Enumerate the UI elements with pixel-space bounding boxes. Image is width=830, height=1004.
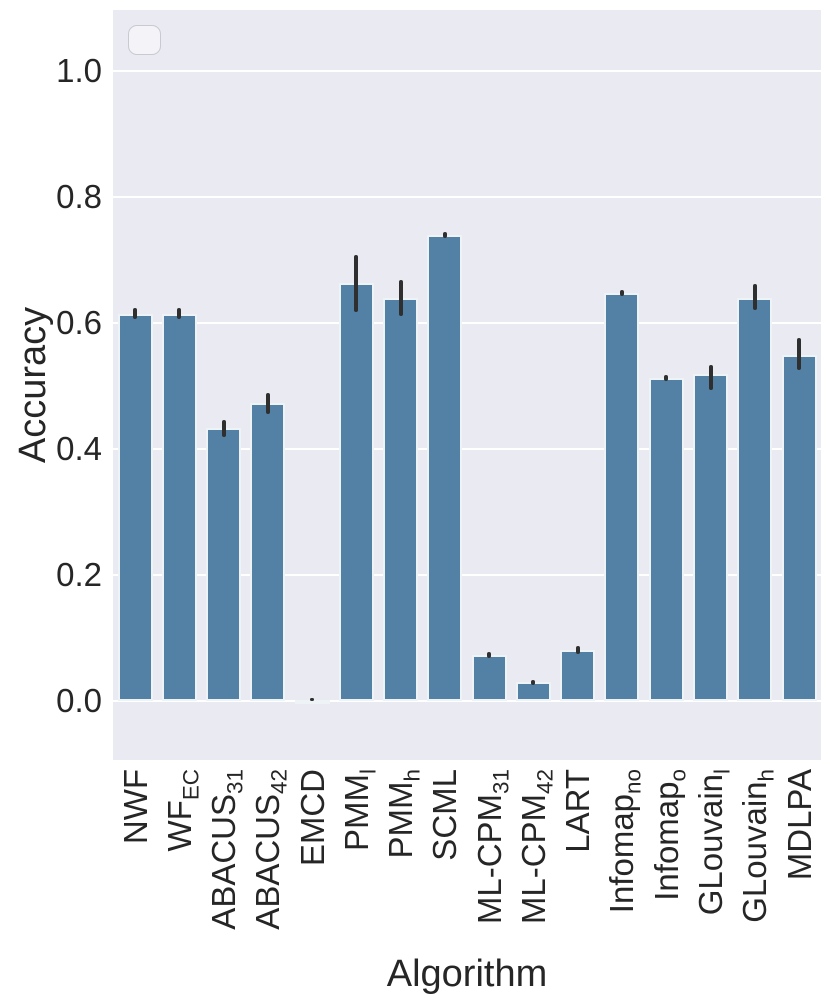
x-tick-label: GLouvainh — [736, 769, 779, 923]
y-tick-label: 0.0 — [56, 682, 102, 719]
error-bar — [221, 420, 226, 438]
error-bar — [575, 646, 580, 654]
gridline — [113, 321, 821, 325]
bar — [693, 374, 728, 701]
x-tick-label: Infomapno — [603, 769, 647, 914]
error-bar — [531, 679, 536, 685]
x-tick-label: PMMh — [382, 769, 425, 859]
y-tick-label: 0.2 — [56, 556, 102, 593]
bar — [515, 682, 551, 701]
x-tick-label: ABACUS42 — [249, 769, 292, 930]
x-tick-label: WFEC — [160, 769, 204, 852]
bar — [427, 234, 463, 701]
x-tick-label: SCML — [426, 769, 464, 861]
error-bar — [398, 280, 403, 317]
y-tick-label: 0.6 — [56, 304, 102, 341]
bar — [737, 297, 773, 701]
y-tick-label: 0.8 — [56, 178, 102, 215]
gridline — [113, 573, 821, 577]
gridline — [113, 69, 821, 73]
bar — [338, 283, 374, 701]
y-tick-label: 1.0 — [56, 52, 102, 89]
x-tick-label: Infomapo — [647, 769, 691, 901]
bar — [383, 297, 419, 701]
bar — [604, 292, 640, 701]
x-axis-label: Algorithm — [386, 953, 548, 995]
x-tick-label: MDLPA — [780, 769, 818, 881]
y-tick-label: 0.4 — [56, 430, 102, 467]
error-bar — [310, 697, 315, 701]
error-bar — [664, 375, 669, 381]
error-bar — [708, 365, 713, 390]
x-tick-label: ABACUS31 — [205, 769, 248, 930]
error-bar — [133, 307, 137, 319]
error-bar — [354, 254, 359, 313]
bar — [161, 313, 197, 701]
error-bar — [619, 290, 624, 296]
x-tick-label: GLouvainl — [692, 769, 735, 916]
gridline — [113, 195, 821, 199]
x-tick-label: ML-CPM31 — [470, 769, 514, 925]
error-bar — [265, 392, 270, 414]
error-bar — [752, 283, 757, 311]
x-tick-label: NWF — [116, 769, 154, 845]
legend-box — [128, 25, 161, 55]
bar — [471, 655, 507, 701]
bar — [117, 313, 153, 701]
error-bar — [442, 231, 447, 238]
x-tick-label: ML-CPM42 — [514, 769, 558, 925]
gridline — [113, 447, 821, 451]
x-tick-label: EMCD — [293, 769, 331, 867]
bar — [560, 649, 596, 701]
x-tick-label: LART — [559, 769, 597, 853]
bar — [206, 428, 242, 701]
bar — [250, 403, 286, 701]
error-bar — [797, 338, 802, 371]
x-tick-label: PMMl — [337, 769, 381, 851]
gridline — [113, 699, 821, 703]
error-bar — [487, 651, 492, 659]
bar — [781, 355, 817, 701]
error-bar — [177, 307, 182, 319]
bar — [648, 377, 684, 701]
